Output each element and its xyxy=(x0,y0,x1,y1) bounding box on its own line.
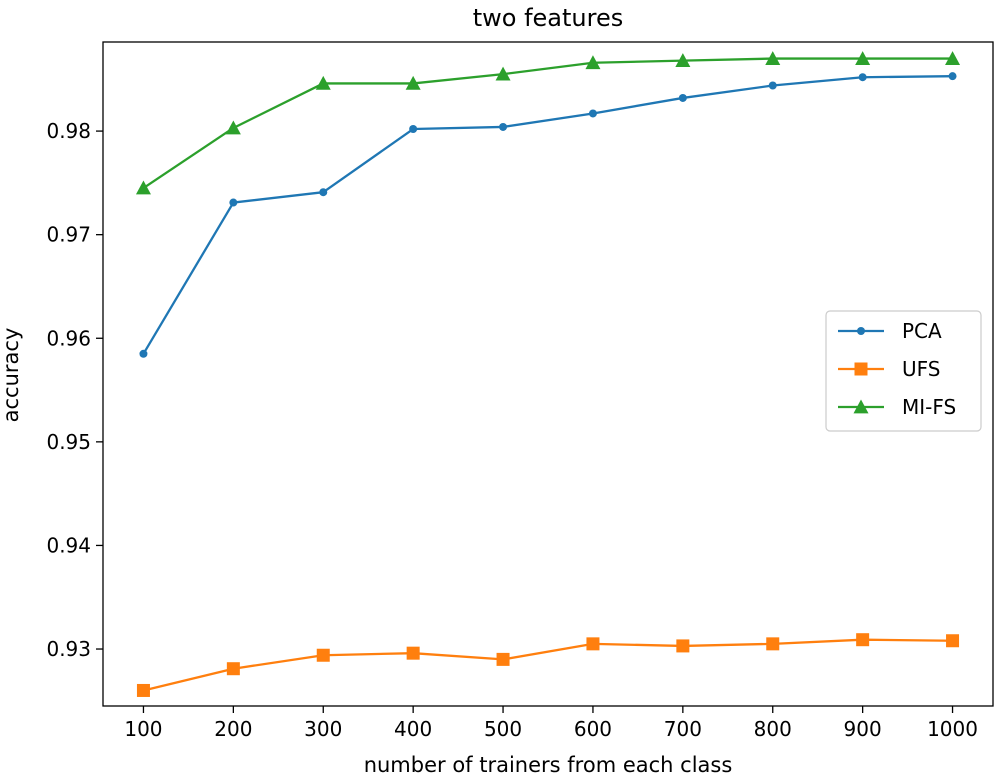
x-axis-label: number of trainers from each class xyxy=(364,753,733,777)
y-tick-label: 0.94 xyxy=(46,533,91,557)
y-tick-label: 0.96 xyxy=(46,326,91,350)
data-point-mi-fs xyxy=(765,51,781,65)
data-point-pca xyxy=(768,81,777,90)
data-point-ufs xyxy=(136,683,150,697)
data-point-pca xyxy=(678,93,687,102)
y-tick-label: 0.95 xyxy=(46,430,91,454)
data-point-ufs xyxy=(496,652,510,666)
plot-frame xyxy=(102,41,994,707)
data-point-ufs xyxy=(676,639,690,653)
data-point-pca xyxy=(588,109,597,118)
data-point-ufs xyxy=(406,646,420,660)
data-point-pca xyxy=(409,125,418,134)
x-tick-label: 700 xyxy=(664,717,702,741)
data-point-mi-fs xyxy=(675,53,691,68)
legend: PCA UFS MI-FS xyxy=(825,310,982,432)
data-point-pca xyxy=(858,73,867,82)
data-point-ufs xyxy=(316,648,330,662)
data-point-ufs xyxy=(766,637,780,651)
legend-box xyxy=(825,310,982,432)
series-line-ufs xyxy=(143,638,953,692)
x-tick-label: 900 xyxy=(844,717,882,741)
data-point-mi-fs xyxy=(855,51,871,65)
y-tick-label: 0.97 xyxy=(46,223,91,247)
data-point-mi-fs xyxy=(225,120,241,135)
legend-marker-mi-fs xyxy=(853,399,869,414)
y-axis-label: accuracy xyxy=(0,328,23,423)
series-line-mi-fs xyxy=(142,57,953,190)
legend-label-mi-fs: MI-FS xyxy=(902,395,956,419)
x-tick-label: 200 xyxy=(214,717,252,741)
data-point-mi-fs xyxy=(315,75,331,90)
legend-marker-ufs xyxy=(854,362,868,376)
x-tick-label: 400 xyxy=(394,717,432,741)
data-point-pca xyxy=(499,122,508,131)
series-line-pca xyxy=(142,75,953,355)
x-tick-label: 500 xyxy=(484,717,522,741)
data-point-ufs xyxy=(946,634,960,648)
data-point-pca xyxy=(319,188,328,197)
x-tick-label: 100 xyxy=(124,717,162,741)
data-point-mi-fs xyxy=(495,66,511,81)
data-point-mi-fs xyxy=(135,180,151,195)
y-tick-label: 0.93 xyxy=(46,637,91,661)
legend-label-ufs: UFS xyxy=(902,357,941,381)
x-tick-label: 800 xyxy=(754,717,792,741)
chart-title: two features xyxy=(473,4,624,32)
data-point-ufs xyxy=(856,633,870,647)
x-tick-label: 600 xyxy=(574,717,612,741)
legend-label-pca: PCA xyxy=(902,319,942,343)
data-point-ufs xyxy=(226,662,240,676)
x-tick-label: 300 xyxy=(304,717,342,741)
legend-marker-pca xyxy=(857,327,865,335)
data-point-pca xyxy=(139,349,148,358)
y-tick-label: 0.98 xyxy=(46,119,91,143)
x-tick-label: 1000 xyxy=(927,717,978,741)
data-point-mi-fs xyxy=(945,51,961,65)
data-point-pca xyxy=(948,72,957,81)
data-point-mi-fs xyxy=(405,75,421,90)
data-point-pca xyxy=(229,198,238,207)
data-point-ufs xyxy=(586,637,600,651)
plot-area: 100 200 300 400 500 600 700 800 900 1000 0.93 0.94 0… xyxy=(46,41,994,741)
data-point-mi-fs xyxy=(585,55,601,70)
